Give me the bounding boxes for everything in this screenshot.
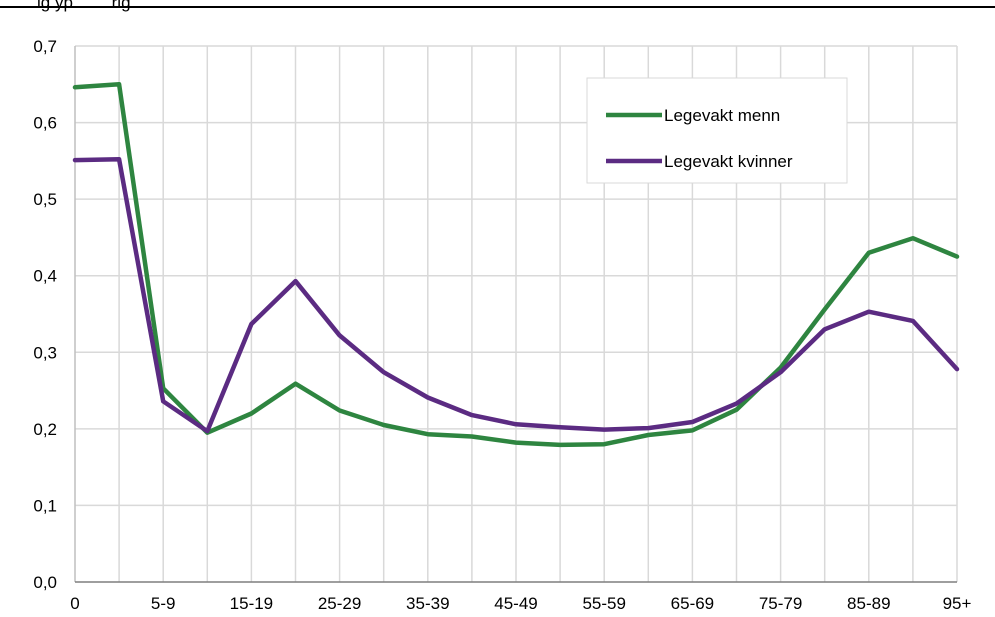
- x-tick-label: 55-59: [582, 594, 625, 613]
- x-tick-label: 85-89: [847, 594, 890, 613]
- x-tick-label: 25-29: [318, 594, 361, 613]
- x-tick-label: 65-69: [671, 594, 714, 613]
- x-tick-label: 75-79: [759, 594, 802, 613]
- legend-label: Legevakt menn: [664, 106, 780, 125]
- x-tick-label: 35-39: [406, 594, 449, 613]
- axes: 0,0 0,1 0,2 0,3 0,4 0,5 0,6 0,7 0 5-9 15-19 25-29 35…: [33, 37, 971, 613]
- legend-box: [586, 77, 848, 184]
- x-tick-label: 45-49: [494, 594, 537, 613]
- y-tick-label: 0,7: [33, 37, 57, 56]
- series-lines: [72, 82, 960, 448]
- x-tick-label: 15-19: [230, 594, 273, 613]
- x-tick-label: 95+: [943, 594, 972, 613]
- y-tick-label: 0,2: [33, 420, 57, 439]
- y-tick-label: 0,3: [33, 343, 57, 362]
- series-line-2: [72, 157, 960, 434]
- x-tick-label: 5-9: [151, 594, 176, 613]
- y-tick-label: 0,6: [33, 114, 57, 133]
- series-line-1: [72, 82, 960, 448]
- y-tick-label: 0,0: [33, 573, 57, 592]
- legend-label: Legevakt kvinner: [664, 152, 793, 171]
- y-tick-label: 0,5: [33, 190, 57, 209]
- y-tick-label: 0,4: [33, 267, 57, 286]
- x-tick-label: 0: [70, 594, 79, 613]
- y-tick-label: 0,1: [33, 496, 57, 515]
- legend: Legevakt menn Legevakt kvinner: [586, 77, 848, 184]
